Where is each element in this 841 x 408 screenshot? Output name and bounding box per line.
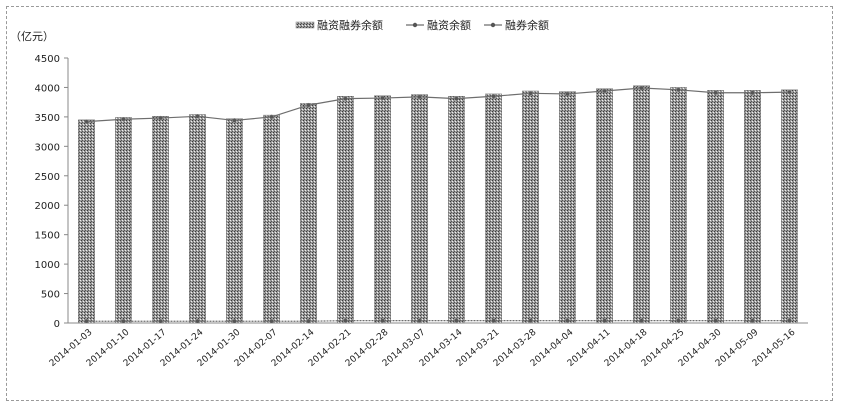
line-point (639, 318, 644, 323)
line-point (750, 90, 755, 95)
bar (189, 114, 206, 324)
bar (337, 96, 354, 324)
line-point (676, 87, 681, 93)
bar (263, 114, 280, 324)
line-point (713, 318, 718, 323)
bar (115, 117, 132, 324)
bar (226, 118, 243, 324)
line-point (528, 318, 533, 323)
line-point (417, 94, 422, 100)
line-point (454, 96, 459, 101)
y-tick-label: 4000 (35, 83, 60, 94)
bar (78, 119, 95, 324)
bar (707, 90, 724, 324)
y-tick-label: 2000 (35, 201, 60, 212)
bar (744, 90, 761, 324)
y-tick-label: 1500 (35, 231, 60, 242)
line-series (84, 85, 792, 324)
line-point (417, 318, 422, 323)
bar (596, 88, 613, 324)
legend-label: 融资余额 (427, 18, 471, 32)
line-point (269, 318, 274, 324)
bar (411, 94, 428, 324)
line-point (602, 318, 607, 323)
line-point (380, 95, 385, 101)
y-unit-label: （亿元） (10, 30, 54, 43)
y-tick-label: 2500 (35, 172, 60, 183)
line-point (84, 119, 89, 124)
line-point (491, 94, 496, 99)
line-series-path (86, 87, 790, 123)
bar (670, 87, 687, 324)
legend-label: 融资融券余额 (317, 18, 383, 32)
bar (781, 89, 798, 324)
legend-swatch-marker (490, 22, 496, 28)
line-point (491, 318, 496, 323)
line-point (787, 89, 792, 95)
legend: 融资融券余额 融资余额 融券余额 (295, 18, 549, 32)
legend-swatch-marker (412, 22, 418, 28)
line-point (343, 318, 348, 323)
line-point (639, 85, 644, 91)
line-point (750, 318, 755, 323)
bar (448, 96, 465, 324)
y-axis: 0 500 1000 1500 2000 2500 3000 3500 4000 4500 (35, 54, 69, 330)
y-tick-label: 3000 (35, 142, 60, 153)
line-point (84, 318, 89, 324)
bar (485, 93, 502, 324)
line-point (454, 318, 459, 323)
chart-frame (6, 6, 833, 401)
bar-series (78, 85, 798, 324)
line-point (306, 102, 311, 108)
bar (559, 91, 576, 324)
line-point (787, 318, 792, 323)
bar (300, 103, 317, 324)
line-point (158, 318, 163, 324)
line-point (602, 88, 607, 94)
legend-label: 融券余额 (505, 18, 549, 32)
line-point (528, 91, 533, 96)
y-tick-label: 4500 (35, 54, 60, 65)
line-point (306, 318, 311, 324)
line-point (158, 115, 163, 121)
y-tick-label: 3500 (35, 113, 60, 124)
bar (152, 116, 169, 324)
line-point (380, 318, 385, 323)
line-point (195, 318, 200, 324)
line-point (676, 318, 681, 323)
line-point (343, 96, 348, 101)
legend-swatch-bar (295, 21, 315, 29)
bar (633, 85, 650, 324)
y-tick-label: 500 (41, 290, 60, 301)
line-point (232, 118, 237, 123)
x-axis: 2014-01-032014-01-102014-01-172014-01-24… (48, 322, 808, 369)
line-point (269, 114, 274, 120)
line-point (565, 318, 570, 323)
line-point (195, 114, 200, 119)
line-series-path (86, 320, 790, 322)
y-tick-label: 1000 (35, 260, 60, 271)
line-point (565, 91, 570, 97)
bar (374, 95, 391, 324)
bar (522, 90, 539, 324)
line-point (121, 318, 126, 324)
line-point (121, 116, 126, 122)
line-point (232, 318, 237, 324)
line-point (713, 90, 718, 95)
y-tick-label: 0 (54, 319, 60, 330)
